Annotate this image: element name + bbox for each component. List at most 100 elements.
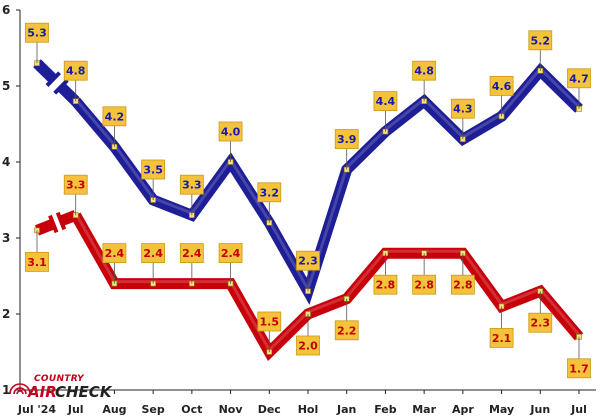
data-label-box [567,358,591,379]
data-label: 3.9 [337,133,357,146]
data-label: 2.8 [453,279,473,292]
y-tick-label: 4 [2,155,10,169]
data-labels: 5.3 4.8 4.2 3.5 3.3 4.0 3.2 2.3 3.9 4.4 4.8 4.3 4.6 5… [25,22,591,379]
x-tick-label: Sep [142,403,165,416]
x-tick-label: Jul '24 [17,403,57,416]
data-label-box [528,30,553,51]
data-label-box [334,129,359,150]
data-label-box [102,106,127,127]
series-1-highlight [74,212,581,353]
x-tick-label: Feb [374,403,397,416]
data-label: 2.1 [492,332,512,345]
y-tick-label: 2 [2,307,10,321]
data-label-box [412,274,437,295]
x-tick-label: Jan [336,403,356,416]
x-tick-label: Mar [412,403,436,416]
data-label: 5.2 [531,34,551,47]
axis-break-markers [45,71,69,234]
data-label-box [179,174,204,195]
data-label: 2.3 [298,255,318,268]
data-label: 3.3 [182,179,202,192]
data-label: 3.1 [27,256,47,269]
data-label: 4.8 [66,65,86,78]
series-0-line [71,62,583,305]
data-label-box [567,68,591,89]
data-label-box [296,250,320,271]
logo-air-text: AIR [28,383,57,401]
data-label-box [412,60,437,81]
y-tick-label: 5 [2,79,10,93]
data-label: 4.2 [105,110,125,123]
data-label-box [25,22,49,43]
x-tick-label: Jul [570,403,587,416]
data-label: 3.3 [66,179,86,192]
data-label-box [141,159,166,180]
data-label: 4.8 [414,65,434,78]
axis-break-tick [55,211,67,231]
x-axis-ticks: Jul '24 Jul Aug Sep Oct Nov Dec Hol Jan Feb Mar Apr… [17,390,587,416]
y-tick-label: 3 [2,231,10,245]
data-label-box [296,335,320,356]
data-label: 4.4 [376,95,396,108]
data-label: 2.0 [298,340,318,353]
axis-break-tick [53,78,69,95]
x-tick-label: Nov [219,403,244,416]
data-label-box [257,311,282,332]
data-label-box [257,182,282,203]
data-label: 2.8 [414,279,434,292]
logo-country-text: COUNTRY [34,374,84,384]
data-label: 2.3 [531,317,551,330]
data-label-box [63,60,88,81]
logo-check-text: CHECK [55,383,112,401]
country-aircheck-logo [4,374,124,402]
y-tick-label: 6 [2,3,10,17]
data-label: 3.5 [143,164,163,177]
data-label-box [25,251,49,272]
x-tick-label: Apr [452,403,474,416]
x-tick-label: Oct [181,403,202,416]
y-axis-ticks: 1 2 3 4 5 6 [2,3,20,397]
data-label: 2.2 [337,324,357,337]
data-label: 2.4 [182,247,202,260]
x-tick-label: Dec [258,403,281,416]
data-label-box [489,327,514,348]
data-label-box [334,320,359,341]
axis-break-tick [48,214,59,234]
data-label-box [528,312,553,333]
data-label: 4.6 [492,80,512,93]
data-label-box [450,274,475,295]
data-label: 2.8 [376,279,396,292]
data-label-box [489,76,514,96]
data-label-box [373,274,398,295]
x-tick-label: Jun [529,403,550,416]
x-tick-label: Jul [67,403,84,416]
data-label: 4.3 [453,103,473,116]
data-label: 2.4 [221,247,241,260]
data-label-box [373,91,398,111]
data-label-box [450,98,475,119]
data-label: 3.2 [260,186,280,199]
x-tick-label: Hol [298,403,319,416]
series-0-highlight [74,66,581,293]
data-label: 1.7 [569,362,589,375]
data-label-box [179,243,204,264]
data-label: 5.3 [27,27,47,40]
x-tick-label: Aug [102,403,126,416]
x-tick-label: May [489,403,514,416]
data-label-box [63,174,88,195]
signal-waves-icon [9,383,31,395]
data-label: 4.7 [569,72,589,85]
data-label-box [141,243,166,264]
data-label: 2.4 [105,247,125,260]
data-label: 2.4 [143,247,163,260]
y-tick-label: 1 [2,383,10,397]
series-1-line [70,212,584,361]
data-label: 1.5 [260,316,280,329]
data-label-box [218,243,243,264]
data-label-box [218,121,243,142]
series-lines [33,59,584,361]
data-label-box [102,243,127,264]
data-label: 4.0 [221,126,241,139]
axis-break-tick [45,71,61,87]
